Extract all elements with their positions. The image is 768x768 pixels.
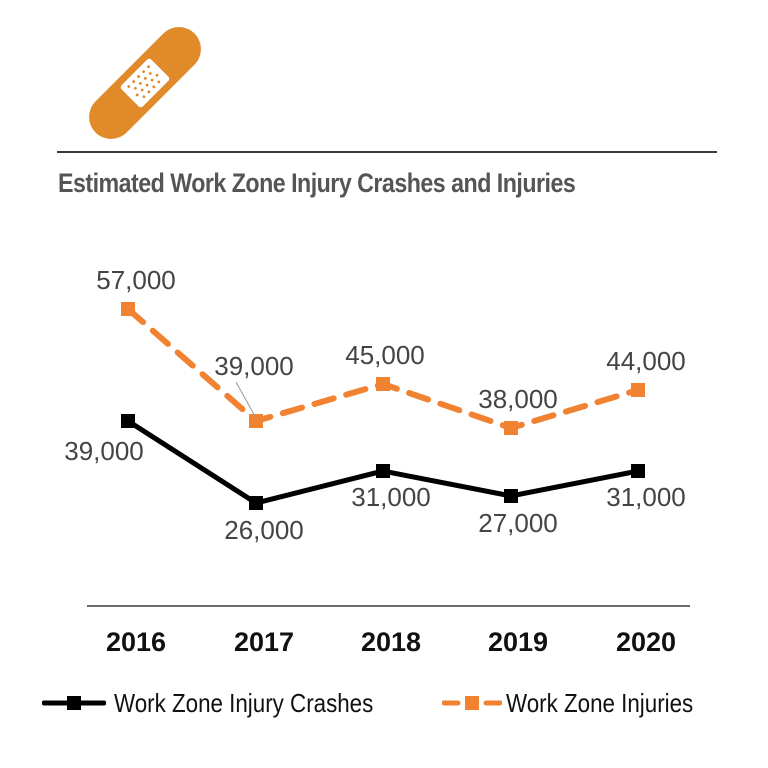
marker-crashes-2016 xyxy=(121,414,135,428)
data-label-injuries-2020: 44,000 xyxy=(606,346,686,376)
data-label-crashes-2019: 27,000 xyxy=(478,508,558,538)
chart-legend: Work Zone Injury Crashes Work Zone Injur… xyxy=(40,686,740,720)
x-tick-2017: 2017 xyxy=(234,627,294,657)
marker-injuries-2017 xyxy=(249,414,263,428)
title-divider xyxy=(57,151,717,153)
data-label-injuries-2019: 38,000 xyxy=(478,384,558,414)
marker-crashes-2017 xyxy=(249,496,263,510)
x-tick-2019: 2019 xyxy=(488,627,548,657)
solid-line-square-marker-icon xyxy=(42,696,106,710)
data-label-injuries-2017: 39,000 xyxy=(214,351,294,381)
marker-crashes-2020 xyxy=(631,464,645,478)
marker-injuries-2020 xyxy=(631,383,645,397)
bandage-icon xyxy=(80,18,210,148)
data-label-injuries-2016: 57,000 xyxy=(96,265,176,295)
line-chart: 57,000 39,000 45,000 38,000 44,000 39,00… xyxy=(64,265,690,657)
series-work-zone-injury-crashes xyxy=(121,414,645,510)
marker-injuries-2018 xyxy=(376,377,390,391)
marker-crashes-2019 xyxy=(504,489,518,503)
legend-label-injuries: Work Zone Injuries xyxy=(506,687,694,718)
data-label-crashes-2020: 31,000 xyxy=(606,482,686,512)
x-tick-2020: 2020 xyxy=(616,627,676,657)
dashed-line-square-marker-icon xyxy=(442,696,502,710)
marker-injuries-2016 xyxy=(121,302,135,316)
chart-title: Estimated Work Zone Injury Crashes and I… xyxy=(58,168,576,198)
series-work-zone-injuries xyxy=(121,302,645,435)
x-tick-2018: 2018 xyxy=(361,627,421,657)
legend-label-crashes: Work Zone Injury Crashes xyxy=(114,687,374,718)
label-leader-line xyxy=(235,381,257,419)
data-label-injuries-2018: 45,000 xyxy=(345,340,425,370)
marker-crashes-2018 xyxy=(376,464,390,478)
data-label-crashes-2016: 39,000 xyxy=(64,436,144,466)
legend-item-injuries: Work Zone Injuries xyxy=(442,686,724,720)
data-label-crashes-2017: 26,000 xyxy=(224,515,304,545)
marker-injuries-2019 xyxy=(504,421,518,435)
legend-item-crashes: Work Zone Injury Crashes xyxy=(42,686,416,720)
x-tick-2016: 2016 xyxy=(106,627,166,657)
data-label-crashes-2018: 31,000 xyxy=(351,482,431,512)
